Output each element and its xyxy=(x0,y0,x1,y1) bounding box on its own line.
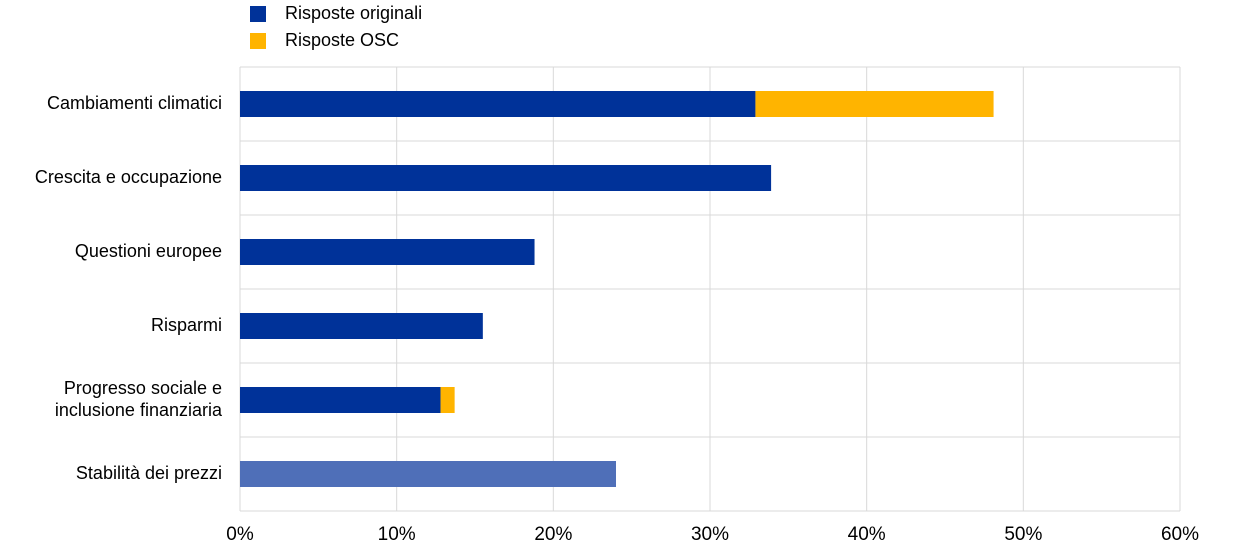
y-tick-label: Risparmi xyxy=(151,315,222,335)
y-tick-label: Cambiamenti climatici xyxy=(47,93,222,113)
bar xyxy=(240,239,535,265)
y-tick-label: Questioni europee xyxy=(75,241,222,261)
x-tick-label: 60% xyxy=(1161,524,1199,545)
bar xyxy=(240,461,616,487)
bar xyxy=(440,387,455,413)
bar xyxy=(240,387,441,413)
legend-swatch xyxy=(250,33,266,49)
bar xyxy=(240,165,772,191)
legend-label: Risposte originali xyxy=(285,3,422,23)
legend-label: Risposte OSC xyxy=(285,30,399,50)
bar xyxy=(240,313,483,339)
bar xyxy=(755,91,994,117)
x-tick-label: 20% xyxy=(534,524,572,545)
y-tick-label: Progresso sociale e inclusione finanziari… xyxy=(55,378,223,420)
legend-swatch xyxy=(250,6,266,22)
x-tick-label: 30% xyxy=(691,524,729,545)
x-tick-label: 10% xyxy=(378,524,416,545)
bar xyxy=(240,91,756,117)
x-tick-label: 40% xyxy=(848,524,886,545)
x-tick-label: 50% xyxy=(1004,524,1042,545)
y-tick-label: Stabilità dei prezzi xyxy=(76,463,222,483)
x-tick-label: 0% xyxy=(226,524,254,545)
y-tick-label: Crescita e occupazione xyxy=(35,167,222,187)
